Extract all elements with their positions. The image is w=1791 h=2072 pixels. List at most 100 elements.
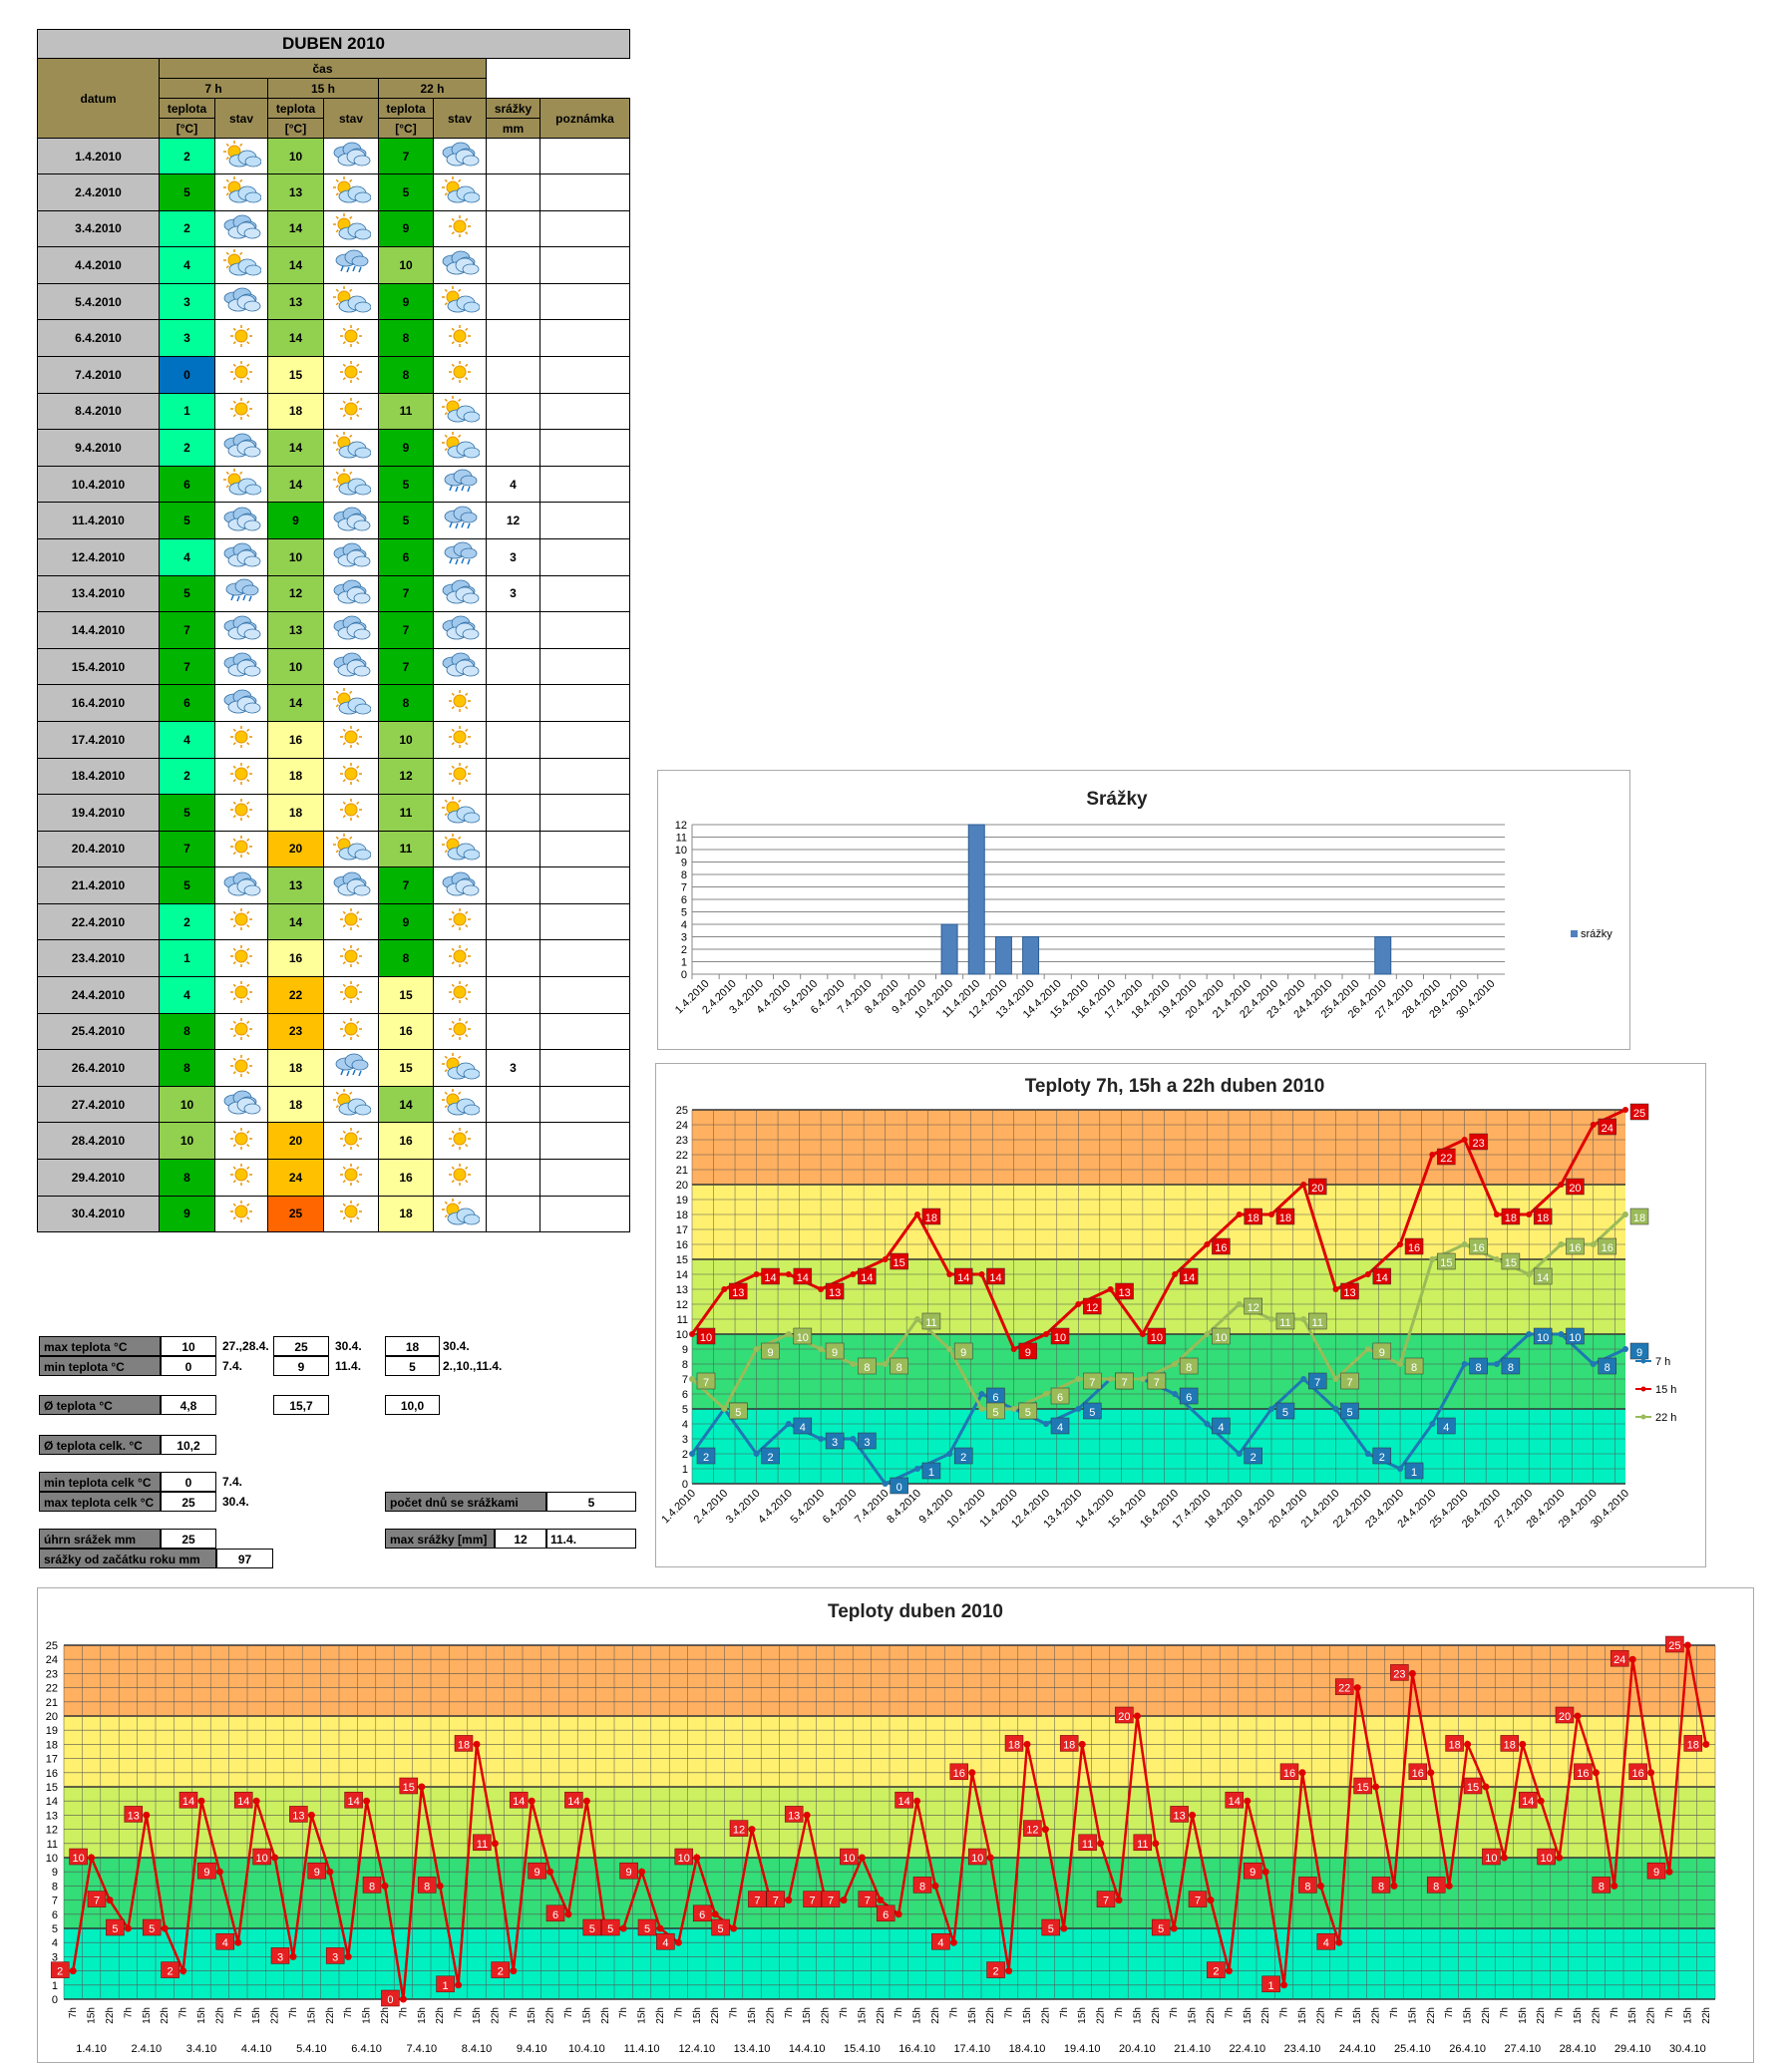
x-sub-label: 22h [765, 2007, 776, 2024]
point [721, 1406, 728, 1412]
data-label: 25 [1668, 1640, 1680, 1652]
x-day-label: 7.4.10 [407, 2043, 438, 2055]
teplota-7h-header: teplota [159, 98, 215, 119]
note-cell [539, 1085, 630, 1124]
data-label: 1 [928, 1467, 934, 1479]
data-label: 2 [1251, 1452, 1256, 1464]
x-sub-label: 22h [930, 2007, 941, 2024]
chart-title: Srážky [1086, 789, 1148, 810]
y-tick-label: 7 [682, 1374, 688, 1386]
data-label-bg [1275, 1402, 1295, 1420]
point [1622, 1107, 1628, 1113]
point [491, 1840, 499, 1848]
data-label-bg [509, 1791, 529, 1809]
x-sub-label: 7h [1334, 2007, 1345, 2018]
sun-icon [433, 355, 487, 394]
note-cell [539, 976, 630, 1014]
y-tick-label: 4 [52, 1937, 58, 1949]
date-cell: 20.4.2010 [37, 830, 160, 868]
temp-22h-cell: 7 [378, 574, 434, 613]
point [1332, 1406, 1339, 1412]
data-label: 14 [513, 1796, 525, 1808]
temp-7h-cell: 5 [159, 173, 215, 211]
rain-cell [486, 611, 540, 649]
data-label: 16 [1569, 1242, 1581, 1254]
data-label-bg [803, 1891, 822, 1907]
data-label: 10 [255, 1853, 267, 1865]
x-sub-label: 22h [1646, 2007, 1657, 2024]
data-label-bg [1059, 1735, 1079, 1752]
data-label: 5 [589, 1923, 595, 1935]
data-label-bg [1083, 1297, 1102, 1315]
y-tick-label: 23 [676, 1135, 688, 1147]
x-sub-label: 15h [1022, 2007, 1033, 2024]
data-label: 5 [1025, 1407, 1031, 1419]
sun-icon [433, 319, 487, 357]
rain-cell [486, 319, 540, 357]
point [748, 1826, 756, 1834]
data-label: 14 [861, 1272, 873, 1284]
data-label: 11 [1279, 1317, 1290, 1329]
rain-year-label: srážky od začátku roku mm [39, 1549, 216, 1568]
note-cell [539, 537, 630, 576]
date-cell: 27.4.2010 [37, 1085, 160, 1124]
temp-7h-cell: 1 [159, 392, 215, 431]
data-label-bg [87, 1891, 107, 1907]
point [978, 1271, 985, 1277]
data-label: 16 [1283, 1768, 1295, 1780]
date-cell: 10.4.2010 [37, 465, 160, 504]
table-row: 15.4.2010 7 10 7 [37, 647, 630, 686]
legend-marker [1640, 1386, 1646, 1392]
x-sub-label: 22h [1426, 2007, 1437, 2024]
bar [967, 824, 985, 975]
point [326, 1868, 334, 1876]
table-row: 20.4.2010 7 20 11 [37, 830, 630, 868]
sun-icon [214, 902, 268, 941]
x-day-label: 5.4.10 [296, 2043, 327, 2055]
y-tick-label: 17 [46, 1754, 58, 1766]
data-label: 18 [1537, 1212, 1549, 1224]
data-label-bg [1566, 1327, 1585, 1345]
min-total-when: 7.4. [222, 1475, 243, 1489]
temp-22h-cell: 16 [378, 1122, 434, 1161]
sun-icon [433, 902, 487, 941]
y-tick-label: 19 [46, 1725, 58, 1737]
data-label-bg [1243, 1862, 1262, 1880]
note-cell [539, 1195, 630, 1233]
temp-7h-cell: 1 [159, 939, 215, 978]
point [803, 1811, 811, 1819]
rain-cell [486, 1122, 540, 1161]
x-sub-label: 15h [967, 2007, 978, 2024]
x-sub-label: 7h [454, 2007, 465, 2018]
point [1267, 1406, 1274, 1412]
data-label: 8 [1508, 1362, 1514, 1374]
bar [994, 936, 1012, 975]
rain-cell [486, 429, 540, 467]
rain-cell [486, 1012, 540, 1051]
data-label-bg [344, 1791, 363, 1809]
date-cell: 7.4.2010 [37, 355, 160, 394]
data-label: 5 [1048, 1923, 1054, 1935]
sun-icon [323, 355, 379, 394]
point [721, 1286, 728, 1292]
data-label: 15 [1505, 1257, 1517, 1269]
point [1590, 1361, 1597, 1367]
y-tick-label: 13 [676, 1284, 688, 1296]
temp-7h-cell: 3 [159, 282, 215, 321]
point [986, 1854, 994, 1862]
rain-chart: Srážky 0 1 2 3 4 5 6 7 8 9 10 11 12 1.4.2010 2.4.2010 3.… [657, 770, 1630, 1050]
temp-7h-cell: 8 [159, 1049, 215, 1087]
data-label: 18 [1687, 1739, 1699, 1751]
cloudy-icon [323, 611, 379, 649]
data-label-bg [1598, 1357, 1616, 1375]
cloudy-icon [214, 647, 268, 686]
temp-15h-cell: 14 [267, 902, 324, 941]
point [1429, 1256, 1436, 1262]
data-label: 14 [989, 1272, 1001, 1284]
point [363, 1797, 371, 1805]
data-label-bg [1665, 1635, 1684, 1653]
data-label-bg [656, 1932, 675, 1950]
date-cell: 24.4.2010 [37, 976, 160, 1014]
point [418, 1783, 426, 1791]
point [1364, 1451, 1371, 1457]
